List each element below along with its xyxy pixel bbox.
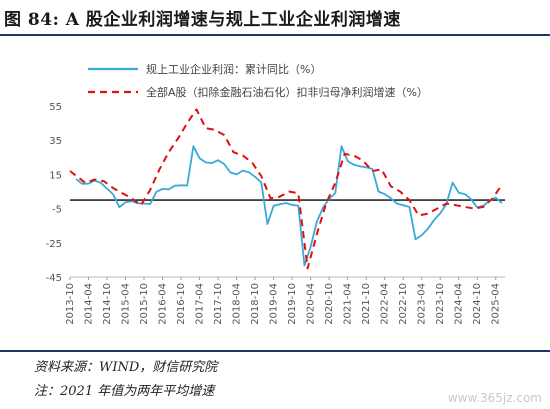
y-axis: 55 35 15 -5 -25 -45	[46, 102, 62, 284]
y-tick-label: 55	[49, 102, 62, 113]
series-line-1	[75, 145, 503, 267]
x-tick-label: 2019-04	[269, 283, 280, 325]
watermark: www.365jz.com	[447, 391, 542, 405]
x-tick-label: 2016-10	[176, 283, 187, 325]
source-note: 资料来源：WIND，财信研究院	[34, 360, 218, 375]
series-line-2	[69, 108, 503, 270]
title-divider	[0, 34, 550, 36]
x-tick-label: 2025-04	[491, 283, 502, 325]
x-tick-label: 2013-10	[65, 283, 76, 325]
x-tick-label: 2017-10	[213, 283, 224, 325]
x-tick-label: 2014-10	[102, 283, 113, 325]
x-tick-label: 2023-10	[435, 283, 446, 325]
x-tick-label: 2020-04	[306, 283, 317, 325]
x-tick-label: 2017-04	[195, 283, 206, 325]
footer-divider	[0, 350, 550, 352]
plot-area	[69, 108, 503, 270]
x-tick-label: 2021-04	[343, 283, 354, 325]
page-title: 图 84: A 股企业利润增速与规上工业企业利润增速	[4, 10, 401, 30]
x-tick-label: 2016-04	[158, 283, 169, 325]
x-tick-label: 2021-10	[361, 283, 372, 325]
legend-label-series-1: 规上工业企业利润：累计同比（%）	[146, 62, 321, 76]
y-tick-label: -45	[46, 273, 62, 284]
x-tick-label: 2019-10	[287, 283, 298, 325]
legend-label-series-2: 全部A股（扣除金融石油石化）扣非归母净利润增速（%）	[146, 85, 428, 99]
x-tick-label: 2020-10	[324, 283, 335, 325]
chart-legend: 规上工业企业利润：累计同比（%） 全部A股（扣除金融石油石化）扣非归母净利润增速…	[88, 62, 428, 99]
x-axis: 2013-10 2014-04 2014-10 2015-04 2015-10 2016-…	[65, 199, 505, 325]
x-tick-label: 2024-04	[454, 283, 465, 325]
x-tick-label: 2023-04	[417, 283, 428, 325]
x-tick-label: 2024-10	[472, 283, 483, 325]
x-tick-label: 2018-10	[250, 283, 261, 325]
x-tick-label: 2015-04	[121, 283, 132, 325]
y-tick-label: -5	[52, 205, 62, 216]
footnote: 注：2021 年值为两年平均增速	[34, 384, 215, 399]
x-tick-label: 2022-10	[398, 283, 409, 325]
line-chart: 规上工业企业利润：累计同比（%） 全部A股（扣除金融石油石化）扣非归母净利润增速…	[46, 62, 505, 325]
x-tick-label: 2018-04	[232, 283, 243, 325]
x-tick-label: 2015-10	[139, 283, 150, 325]
x-tick-label: 2014-04	[84, 283, 95, 325]
y-tick-label: -25	[46, 239, 62, 250]
y-tick-label: 15	[49, 170, 62, 181]
y-tick-label: 35	[49, 136, 62, 147]
x-tick-label: 2022-04	[380, 283, 391, 325]
